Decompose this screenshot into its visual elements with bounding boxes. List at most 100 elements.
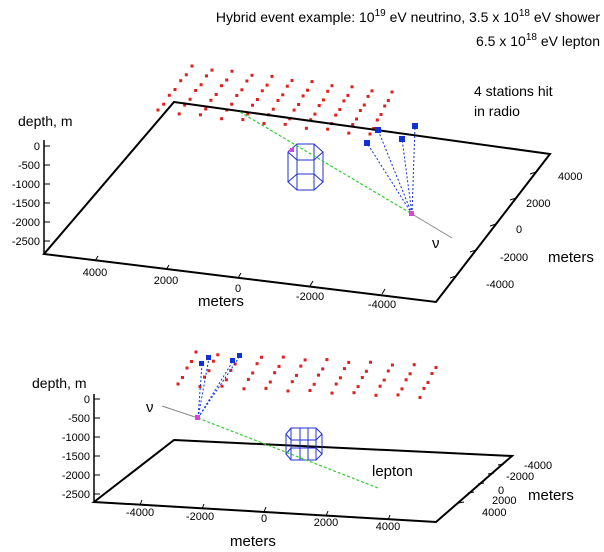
station-marker (216, 353, 220, 357)
station-marker (246, 112, 250, 116)
axis-tick-mark (489, 223, 497, 227)
station-marker (321, 367, 325, 371)
axis-tick-mark (263, 506, 267, 513)
z-tick-label: -2000 (62, 470, 90, 482)
x-axis-ticks: 4000 2000 0 -2000 -4000 (83, 255, 396, 311)
axis-tick-label: 4000 (83, 267, 107, 279)
station-marker (283, 122, 287, 126)
station-marker (268, 380, 272, 384)
station-marker (299, 364, 303, 368)
station-marker (179, 79, 183, 83)
axis-tick-label: -2000 (186, 511, 214, 523)
station-marker (240, 88, 244, 92)
z-axis-label: depth, m (32, 375, 86, 391)
station-marker (162, 102, 166, 106)
axis-tick-mark (201, 503, 205, 510)
station-marker (188, 97, 192, 101)
station-marker (262, 122, 266, 125)
station-marker (173, 88, 177, 91)
station-marker (177, 112, 181, 116)
station-marker (375, 118, 379, 122)
station-marker (351, 123, 355, 127)
station-marker (220, 117, 224, 121)
station-marker (347, 131, 351, 135)
axis-tick-mark (94, 255, 99, 262)
axis-tick-mark (467, 491, 475, 494)
station-marker (306, 88, 309, 92)
axis-tick-mark (237, 272, 242, 279)
station-marker (358, 109, 362, 112)
station-marker (199, 83, 203, 87)
station-marker (386, 99, 390, 102)
station-marker (185, 366, 189, 370)
station-marker (313, 112, 317, 116)
station-marker (303, 358, 307, 362)
station-marker (277, 364, 281, 368)
station-marker (203, 375, 206, 379)
station-marker (383, 104, 387, 108)
station-marker (286, 389, 290, 393)
station-marker (246, 377, 250, 381)
station-marker (343, 367, 346, 371)
z-tick-label: -1500 (12, 198, 40, 210)
axis-tick-mark (325, 510, 329, 517)
station-marker (198, 385, 202, 389)
station-marker (400, 387, 404, 391)
hit-stations (199, 353, 242, 366)
station-marker (386, 369, 390, 373)
x-axis-label: meters (198, 293, 244, 310)
station-marker (255, 362, 259, 366)
station-marker (364, 369, 368, 373)
axis-tick-label: -4000 (524, 460, 552, 472)
station-marker (285, 84, 289, 88)
x-axis-ticks: -4000 -2000 0 2000 4000 (126, 499, 400, 533)
station-marker (338, 376, 342, 380)
hit-stations (364, 123, 418, 146)
axis-tick-label: -2000 (506, 471, 534, 483)
station-marker (370, 89, 374, 93)
axis-tick-mark (387, 514, 391, 521)
station-marker (295, 373, 298, 377)
station-marker (346, 93, 350, 97)
station-marker (350, 85, 354, 89)
station-marker (326, 127, 330, 131)
station-marker (382, 378, 386, 382)
axis-tick-label: -2000 (296, 291, 324, 303)
station-marker (205, 74, 208, 78)
station-marker (224, 378, 228, 382)
station-marker (322, 98, 325, 102)
station-marker (176, 382, 180, 386)
station-marker (301, 94, 305, 98)
axis-tick-label: -4000 (486, 279, 514, 291)
axis-tick-mark (139, 499, 143, 506)
station-marker (374, 393, 378, 397)
station-marker (210, 68, 214, 72)
station-marker (265, 83, 269, 87)
station-grid (176, 350, 438, 399)
station-marker (225, 78, 229, 82)
z-tick-label: -500 (18, 160, 40, 172)
station-marker (317, 373, 320, 377)
axis-tick-label: 0 (261, 513, 267, 525)
detector-volume (285, 427, 323, 461)
station-marker (207, 369, 211, 373)
neutrino-track (161, 405, 199, 419)
surface-plane (42, 100, 552, 304)
station-marker (355, 117, 358, 121)
axis-tick-mark (309, 280, 314, 287)
annotation-line-2: in radio (474, 103, 520, 119)
station-marker (309, 118, 313, 122)
lepton-track (197, 417, 379, 489)
station-marker (250, 73, 254, 77)
axis-tick-label: 4000 (558, 171, 582, 183)
station-marker (184, 73, 188, 77)
axis-tick-label: 2000 (154, 275, 178, 287)
detector-vertex (290, 148, 294, 152)
axis-tick-mark (477, 482, 485, 485)
station-marker (360, 376, 364, 379)
axis-tick-label: 0 (498, 485, 504, 497)
station-marker (334, 113, 338, 117)
x-axis-label: meters (230, 533, 276, 550)
station-marker (211, 359, 215, 363)
